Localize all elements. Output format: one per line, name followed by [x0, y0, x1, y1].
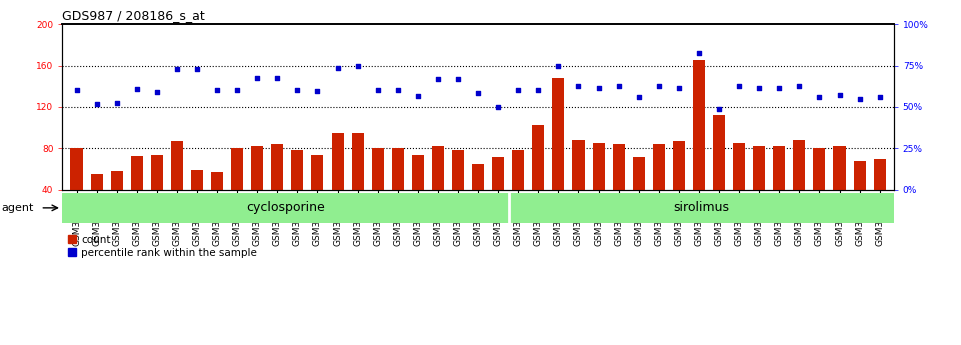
Point: [652, 83, 667, 89]
Bar: [874, 159, 886, 190]
Point: [129, 87, 144, 92]
Point: [330, 65, 345, 70]
Point: [89, 101, 105, 107]
Point: [832, 92, 848, 97]
Point: [711, 106, 727, 112]
Point: [189, 66, 205, 71]
Bar: [191, 170, 203, 190]
Bar: [508, 193, 894, 223]
Text: cyclosporine: cyclosporine: [246, 201, 325, 214]
Text: agent: agent: [1, 203, 34, 213]
Point: [69, 88, 85, 93]
Bar: [713, 115, 725, 190]
Bar: [472, 164, 484, 190]
Point: [752, 86, 767, 91]
Point: [270, 75, 285, 81]
Bar: [452, 150, 464, 190]
Bar: [431, 146, 444, 190]
Point: [250, 75, 265, 81]
Bar: [573, 140, 584, 190]
Point: [370, 88, 385, 93]
Point: [109, 100, 124, 106]
Bar: [271, 144, 283, 190]
Bar: [62, 193, 508, 223]
Point: [872, 94, 887, 99]
Bar: [733, 143, 745, 190]
Point: [490, 104, 505, 110]
Point: [530, 88, 546, 93]
Text: sirolimus: sirolimus: [673, 201, 729, 214]
Bar: [612, 144, 625, 190]
Point: [209, 88, 225, 93]
Point: [812, 94, 827, 99]
Bar: [111, 171, 123, 190]
Bar: [774, 146, 785, 190]
Point: [510, 88, 526, 93]
Bar: [794, 140, 805, 190]
Bar: [171, 141, 183, 190]
Bar: [372, 148, 383, 190]
Bar: [291, 150, 304, 190]
Bar: [70, 148, 83, 190]
Point: [772, 86, 787, 91]
Point: [410, 93, 426, 98]
Bar: [352, 133, 363, 190]
Point: [611, 83, 627, 89]
Point: [309, 89, 325, 94]
Legend: count, percentile rank within the sample: count, percentile rank within the sample: [67, 235, 258, 258]
Bar: [632, 157, 645, 190]
Bar: [151, 155, 162, 190]
Point: [431, 76, 446, 82]
Point: [571, 83, 586, 89]
Bar: [532, 125, 544, 190]
Bar: [211, 172, 223, 190]
Point: [851, 96, 867, 101]
Point: [591, 86, 606, 91]
Bar: [412, 155, 424, 190]
Point: [390, 88, 406, 93]
Point: [350, 63, 365, 68]
Point: [289, 88, 305, 93]
Point: [169, 66, 185, 71]
Point: [671, 86, 686, 91]
Bar: [593, 143, 604, 190]
Bar: [251, 146, 263, 190]
Bar: [311, 155, 324, 190]
Point: [691, 50, 706, 56]
Bar: [392, 148, 404, 190]
Bar: [833, 146, 846, 190]
Bar: [512, 150, 525, 190]
Bar: [853, 161, 866, 190]
Point: [792, 83, 807, 89]
Bar: [332, 133, 344, 190]
Bar: [90, 174, 103, 190]
Point: [731, 83, 747, 89]
Bar: [693, 60, 705, 190]
Point: [230, 88, 245, 93]
Bar: [492, 157, 505, 190]
Text: GDS987 / 208186_s_at: GDS987 / 208186_s_at: [62, 9, 206, 22]
Point: [149, 90, 164, 95]
Bar: [753, 146, 765, 190]
Bar: [813, 148, 825, 190]
Bar: [653, 144, 665, 190]
Bar: [131, 156, 143, 190]
Bar: [553, 78, 564, 190]
Bar: [673, 141, 685, 190]
Point: [551, 63, 566, 68]
Point: [471, 91, 485, 96]
Point: [451, 76, 466, 82]
Point: [631, 94, 647, 99]
Bar: [232, 148, 243, 190]
